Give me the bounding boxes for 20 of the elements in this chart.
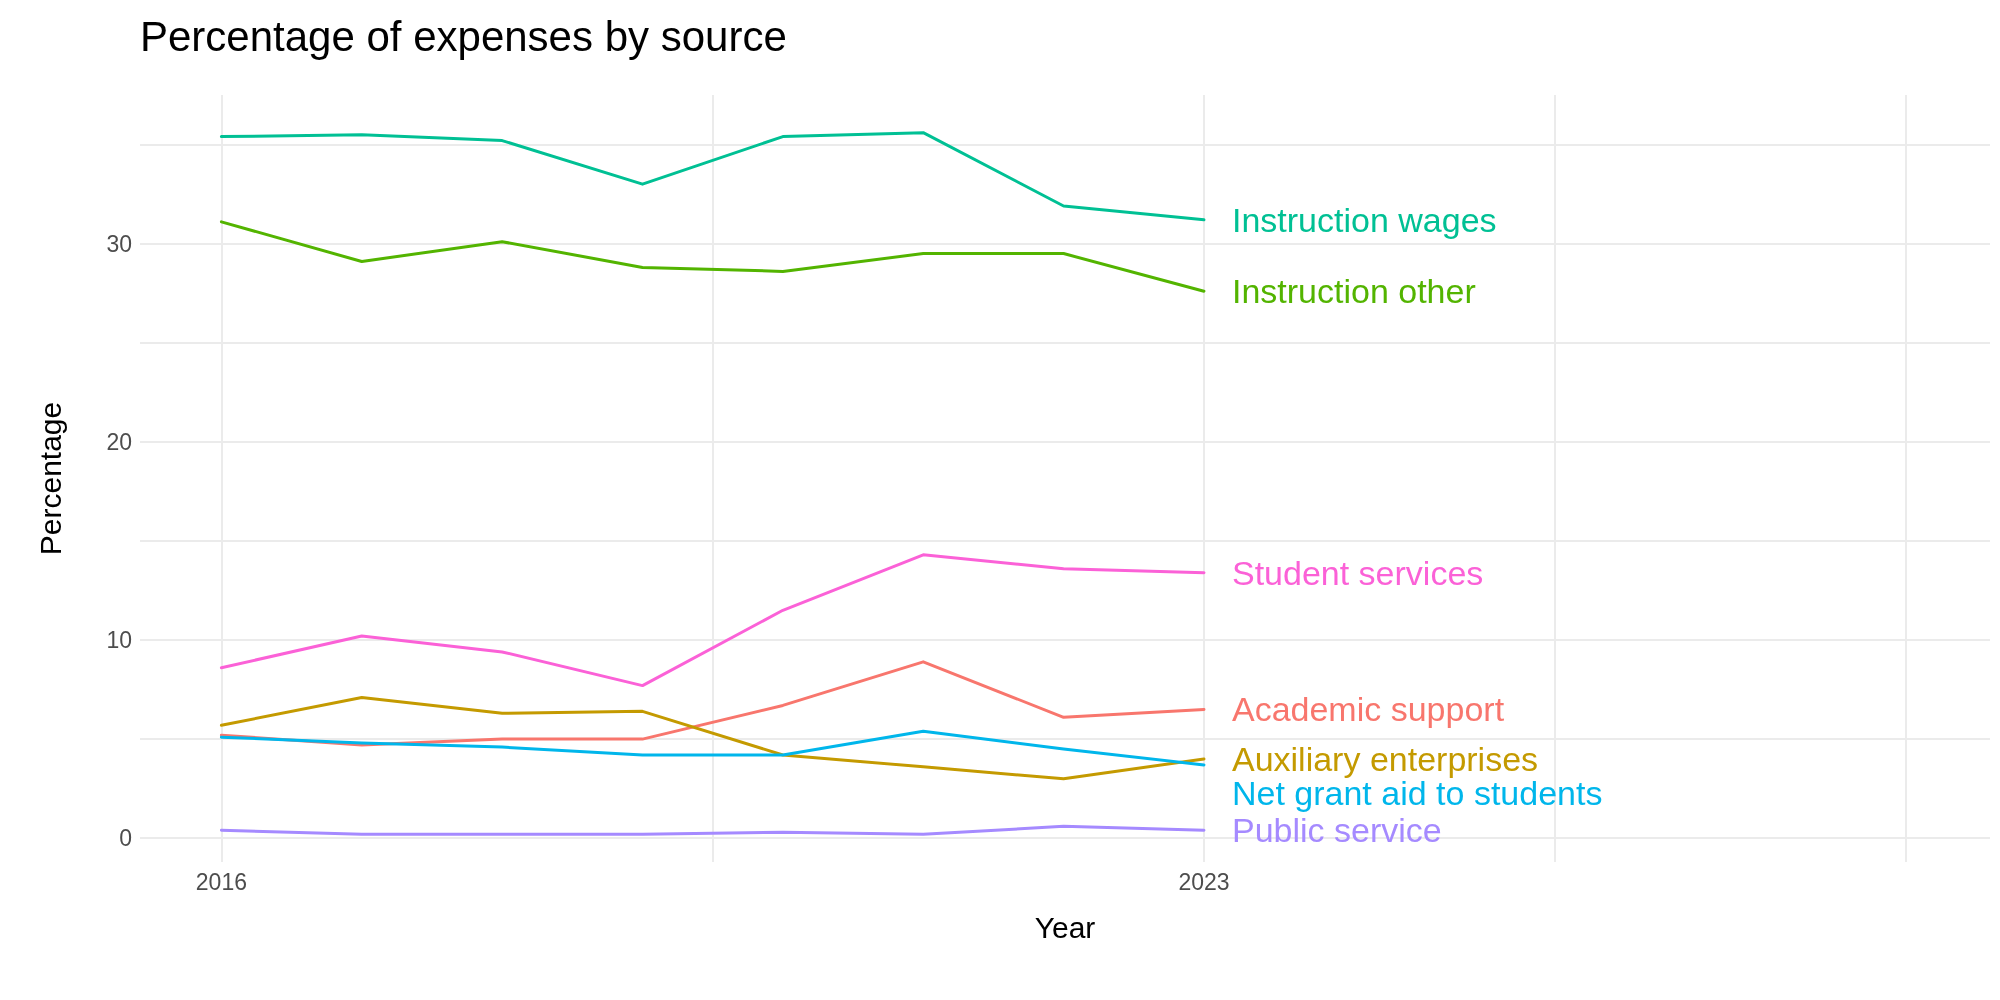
x-tick-label: 2023: [1178, 868, 1230, 895]
line-series: [219, 824, 1206, 836]
x-axis-title: Year: [1034, 910, 1096, 944]
line-series: [219, 131, 1206, 222]
series-label: Student services: [1231, 553, 1484, 592]
y-tick-label: 0: [119, 825, 132, 852]
line-series: [219, 696, 1206, 781]
series-label: Instruction wages: [1231, 200, 1497, 239]
series-label: Instruction other: [1231, 272, 1476, 311]
y-axis-title: Percentage: [33, 401, 67, 556]
y-tick-label: 20: [106, 428, 132, 455]
series-label: Public service: [1231, 811, 1442, 850]
y-tick-label: 10: [106, 627, 132, 654]
line-series: [219, 220, 1206, 293]
line-series: [219, 729, 1206, 767]
series-label: Academic support: [1231, 690, 1505, 729]
x-tick-label: 2016: [195, 868, 247, 895]
chart-title: Percentage of expenses by source: [140, 12, 787, 60]
y-tick-label: 30: [106, 230, 132, 257]
line-series: [219, 553, 1206, 688]
